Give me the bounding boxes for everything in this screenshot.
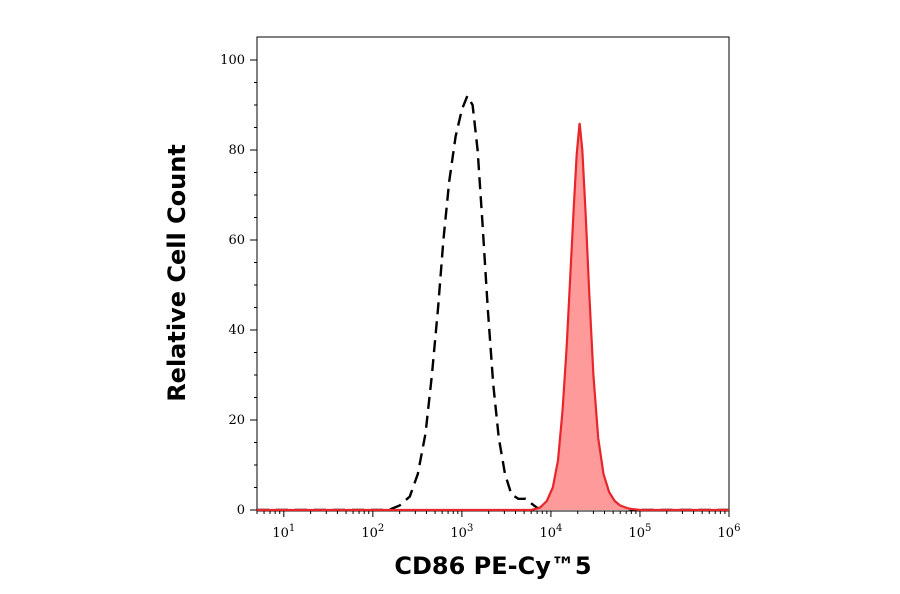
x-tick-label: 106 xyxy=(718,523,741,541)
y-tick-label: 20 xyxy=(228,413,245,428)
x-axis-title: CD86 PE-Cy™5 xyxy=(394,552,591,580)
plot-frame xyxy=(256,36,730,512)
x-tick-label: 105 xyxy=(628,523,651,541)
x-tick-label: 104 xyxy=(539,523,562,541)
y-tick-label: 40 xyxy=(228,323,245,338)
series-1-line xyxy=(257,122,729,512)
x-tick-label: 103 xyxy=(450,523,473,541)
y-tick-label: 0 xyxy=(237,503,245,518)
y-tick-label: 100 xyxy=(220,53,245,68)
y-axis: 0 20 40 60 80 100 xyxy=(220,53,257,518)
x-axis: 101 102 103 104 105 106 xyxy=(256,511,741,541)
series-layer xyxy=(257,93,729,512)
series-0-line xyxy=(257,93,729,512)
y-tick-label: 80 xyxy=(228,143,245,158)
x-tick-label: 102 xyxy=(361,523,384,541)
y-tick-label: 60 xyxy=(228,233,245,248)
y-axis-title: Relative Cell Count xyxy=(163,144,191,402)
x-tick-label: 101 xyxy=(272,523,295,541)
plot-area xyxy=(256,36,730,512)
series-1-fill xyxy=(257,123,729,510)
